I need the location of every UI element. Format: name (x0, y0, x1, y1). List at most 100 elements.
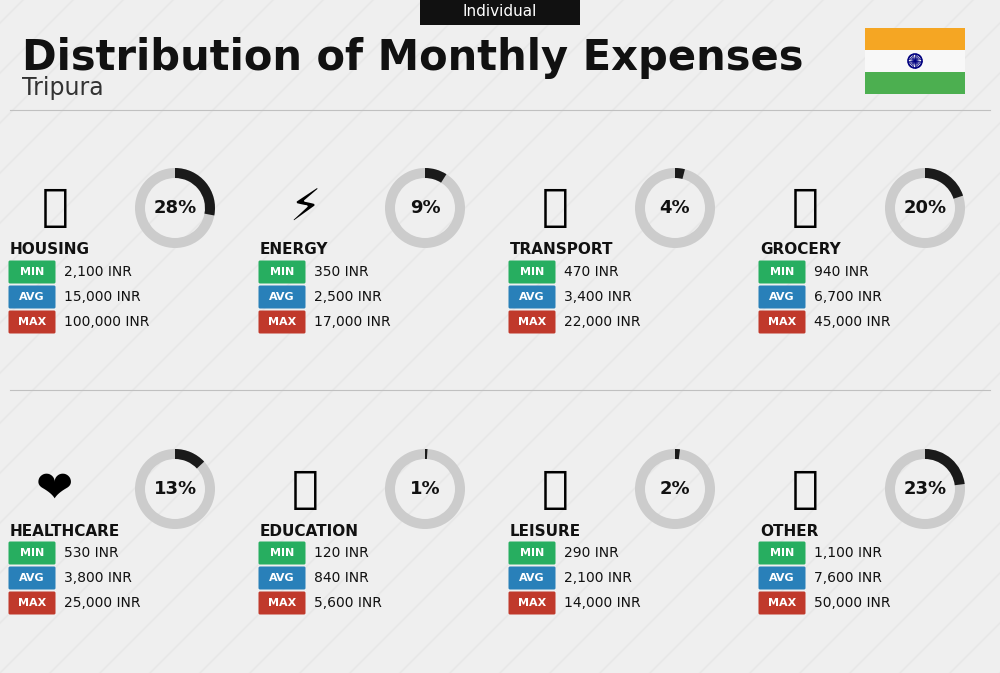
Wedge shape (425, 449, 428, 459)
Text: MIN: MIN (520, 267, 544, 277)
Wedge shape (385, 449, 465, 529)
Wedge shape (675, 449, 680, 459)
Text: AVG: AVG (269, 292, 295, 302)
FancyBboxPatch shape (258, 310, 306, 334)
Text: 2,500 INR: 2,500 INR (314, 290, 382, 304)
Text: 🛒: 🛒 (792, 186, 818, 229)
Text: MIN: MIN (270, 267, 294, 277)
Text: 2,100 INR: 2,100 INR (64, 265, 132, 279)
Wedge shape (175, 449, 204, 468)
Text: 9%: 9% (410, 199, 440, 217)
Text: 17,000 INR: 17,000 INR (314, 315, 391, 329)
Text: HEALTHCARE: HEALTHCARE (10, 524, 120, 538)
Text: MIN: MIN (520, 548, 544, 558)
Text: 🛍️: 🛍️ (542, 468, 568, 511)
Wedge shape (925, 449, 965, 485)
FancyBboxPatch shape (509, 542, 556, 565)
Text: MIN: MIN (270, 548, 294, 558)
FancyBboxPatch shape (8, 260, 56, 283)
Text: 350 INR: 350 INR (314, 265, 369, 279)
Text: ❤️: ❤️ (36, 468, 74, 511)
Text: MAX: MAX (18, 598, 46, 608)
FancyBboxPatch shape (509, 285, 556, 308)
Text: MAX: MAX (268, 598, 296, 608)
Text: ENERGY: ENERGY (260, 242, 328, 258)
Text: 100,000 INR: 100,000 INR (64, 315, 149, 329)
Text: 3,800 INR: 3,800 INR (64, 571, 132, 585)
Text: 25,000 INR: 25,000 INR (64, 596, 140, 610)
Wedge shape (175, 168, 215, 215)
Text: AVG: AVG (19, 292, 45, 302)
Text: 4%: 4% (660, 199, 690, 217)
Text: 530 INR: 530 INR (64, 546, 119, 560)
Text: 13%: 13% (153, 480, 197, 498)
Text: AVG: AVG (769, 573, 795, 583)
Text: MIN: MIN (770, 548, 794, 558)
Wedge shape (385, 168, 465, 248)
FancyBboxPatch shape (258, 592, 306, 614)
Text: 45,000 INR: 45,000 INR (814, 315, 891, 329)
Text: 50,000 INR: 50,000 INR (814, 596, 891, 610)
Text: 840 INR: 840 INR (314, 571, 369, 585)
Text: 1%: 1% (410, 480, 440, 498)
FancyBboxPatch shape (258, 567, 306, 590)
FancyBboxPatch shape (759, 310, 806, 334)
Text: AVG: AVG (769, 292, 795, 302)
Text: LEISURE: LEISURE (510, 524, 581, 538)
Text: MAX: MAX (518, 317, 546, 327)
Text: 💰: 💰 (792, 468, 818, 511)
Text: MIN: MIN (20, 548, 44, 558)
FancyBboxPatch shape (258, 285, 306, 308)
Text: 2%: 2% (660, 480, 690, 498)
Text: TRANSPORT: TRANSPORT (510, 242, 614, 258)
Text: EDUCATION: EDUCATION (260, 524, 359, 538)
Text: 3,400 INR: 3,400 INR (564, 290, 632, 304)
FancyBboxPatch shape (509, 592, 556, 614)
FancyBboxPatch shape (509, 567, 556, 590)
Text: 20%: 20% (903, 199, 947, 217)
Text: MAX: MAX (768, 317, 796, 327)
FancyBboxPatch shape (258, 542, 306, 565)
Text: 940 INR: 940 INR (814, 265, 869, 279)
Text: MIN: MIN (20, 267, 44, 277)
FancyBboxPatch shape (258, 260, 306, 283)
Text: MAX: MAX (518, 598, 546, 608)
Text: 2,100 INR: 2,100 INR (564, 571, 632, 585)
Text: 120 INR: 120 INR (314, 546, 369, 560)
Text: 14,000 INR: 14,000 INR (564, 596, 641, 610)
Text: 28%: 28% (153, 199, 197, 217)
FancyBboxPatch shape (759, 592, 806, 614)
Text: 23%: 23% (903, 480, 947, 498)
Text: MIN: MIN (770, 267, 794, 277)
Text: AVG: AVG (19, 573, 45, 583)
Text: AVG: AVG (269, 573, 295, 583)
Text: 🚌: 🚌 (542, 186, 568, 229)
Text: 22,000 INR: 22,000 INR (564, 315, 640, 329)
Text: HOUSING: HOUSING (10, 242, 90, 258)
Text: 290 INR: 290 INR (564, 546, 619, 560)
Text: Tripura: Tripura (22, 76, 104, 100)
Text: Individual: Individual (463, 5, 537, 20)
Text: 6,700 INR: 6,700 INR (814, 290, 882, 304)
Text: 7,600 INR: 7,600 INR (814, 571, 882, 585)
Wedge shape (885, 168, 965, 248)
FancyBboxPatch shape (865, 28, 965, 50)
Text: MAX: MAX (18, 317, 46, 327)
FancyBboxPatch shape (8, 285, 56, 308)
Wedge shape (635, 449, 715, 529)
Text: OTHER: OTHER (760, 524, 818, 538)
Text: 🏢: 🏢 (42, 186, 68, 229)
FancyBboxPatch shape (8, 567, 56, 590)
Text: MAX: MAX (268, 317, 296, 327)
FancyBboxPatch shape (759, 285, 806, 308)
Wedge shape (925, 168, 963, 199)
Wedge shape (675, 168, 685, 179)
FancyBboxPatch shape (8, 542, 56, 565)
FancyBboxPatch shape (509, 260, 556, 283)
Wedge shape (425, 168, 446, 182)
Text: 🎓: 🎓 (292, 468, 318, 511)
Wedge shape (885, 449, 965, 529)
FancyBboxPatch shape (8, 310, 56, 334)
FancyBboxPatch shape (759, 260, 806, 283)
Text: ⚡: ⚡ (289, 186, 321, 229)
